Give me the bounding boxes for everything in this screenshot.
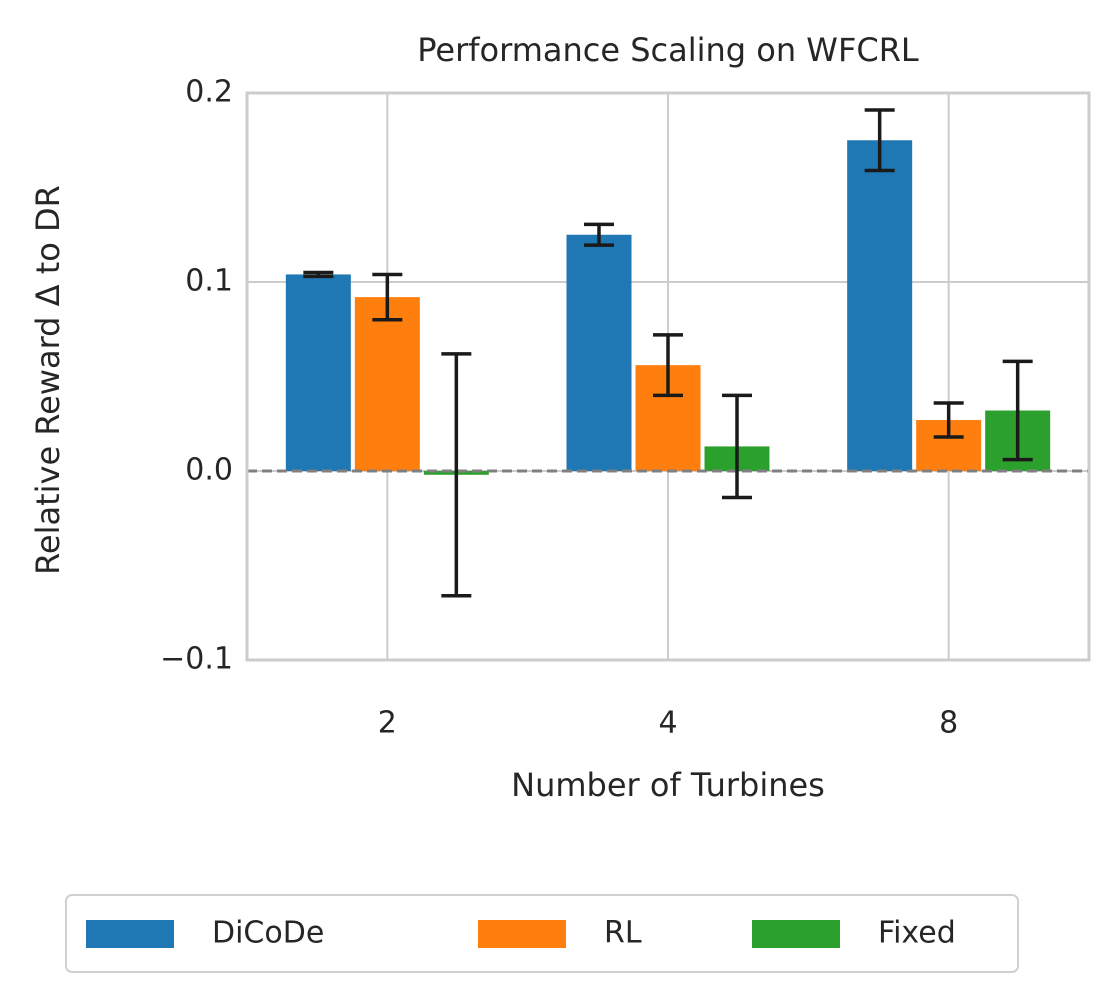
legend: DiCoDe RL Fixed [65, 894, 1019, 973]
x-axis-label: Number of Turbines [511, 766, 825, 804]
error-bar [584, 222, 614, 247]
legend-swatch [752, 920, 840, 948]
bar [566, 234, 632, 471]
error-bar [1002, 359, 1033, 462]
y-tick-label: −0.1 [160, 642, 233, 677]
y-tick-label: 0.1 [185, 264, 233, 299]
error-bar [653, 333, 683, 398]
bar [285, 274, 351, 471]
error-bar [303, 270, 334, 279]
error-bar [933, 401, 964, 439]
legend-label: DiCoDe [212, 916, 324, 951]
x-tick-label: 4 [658, 706, 677, 741]
bar [354, 297, 420, 471]
legend-label: RL [604, 916, 642, 951]
legend-swatch [86, 920, 174, 948]
y-tick-label: 0.2 [185, 75, 233, 110]
error-bar [722, 393, 752, 500]
error-bar [864, 108, 895, 173]
plot-frame [245, 91, 1091, 662]
x-tick-label: 2 [378, 706, 397, 741]
error-bar [372, 272, 403, 322]
legend-swatch [478, 920, 566, 948]
error-bar [441, 352, 472, 598]
chart-title: Performance Scaling on WFCRL [417, 31, 919, 69]
legend-label: Fixed [878, 916, 956, 951]
bar [847, 140, 913, 471]
x-tick-label: 8 [939, 706, 958, 741]
y-tick-label: 0.0 [185, 453, 233, 488]
y-axis-label: Relative Reward Δ to DR [29, 185, 67, 575]
